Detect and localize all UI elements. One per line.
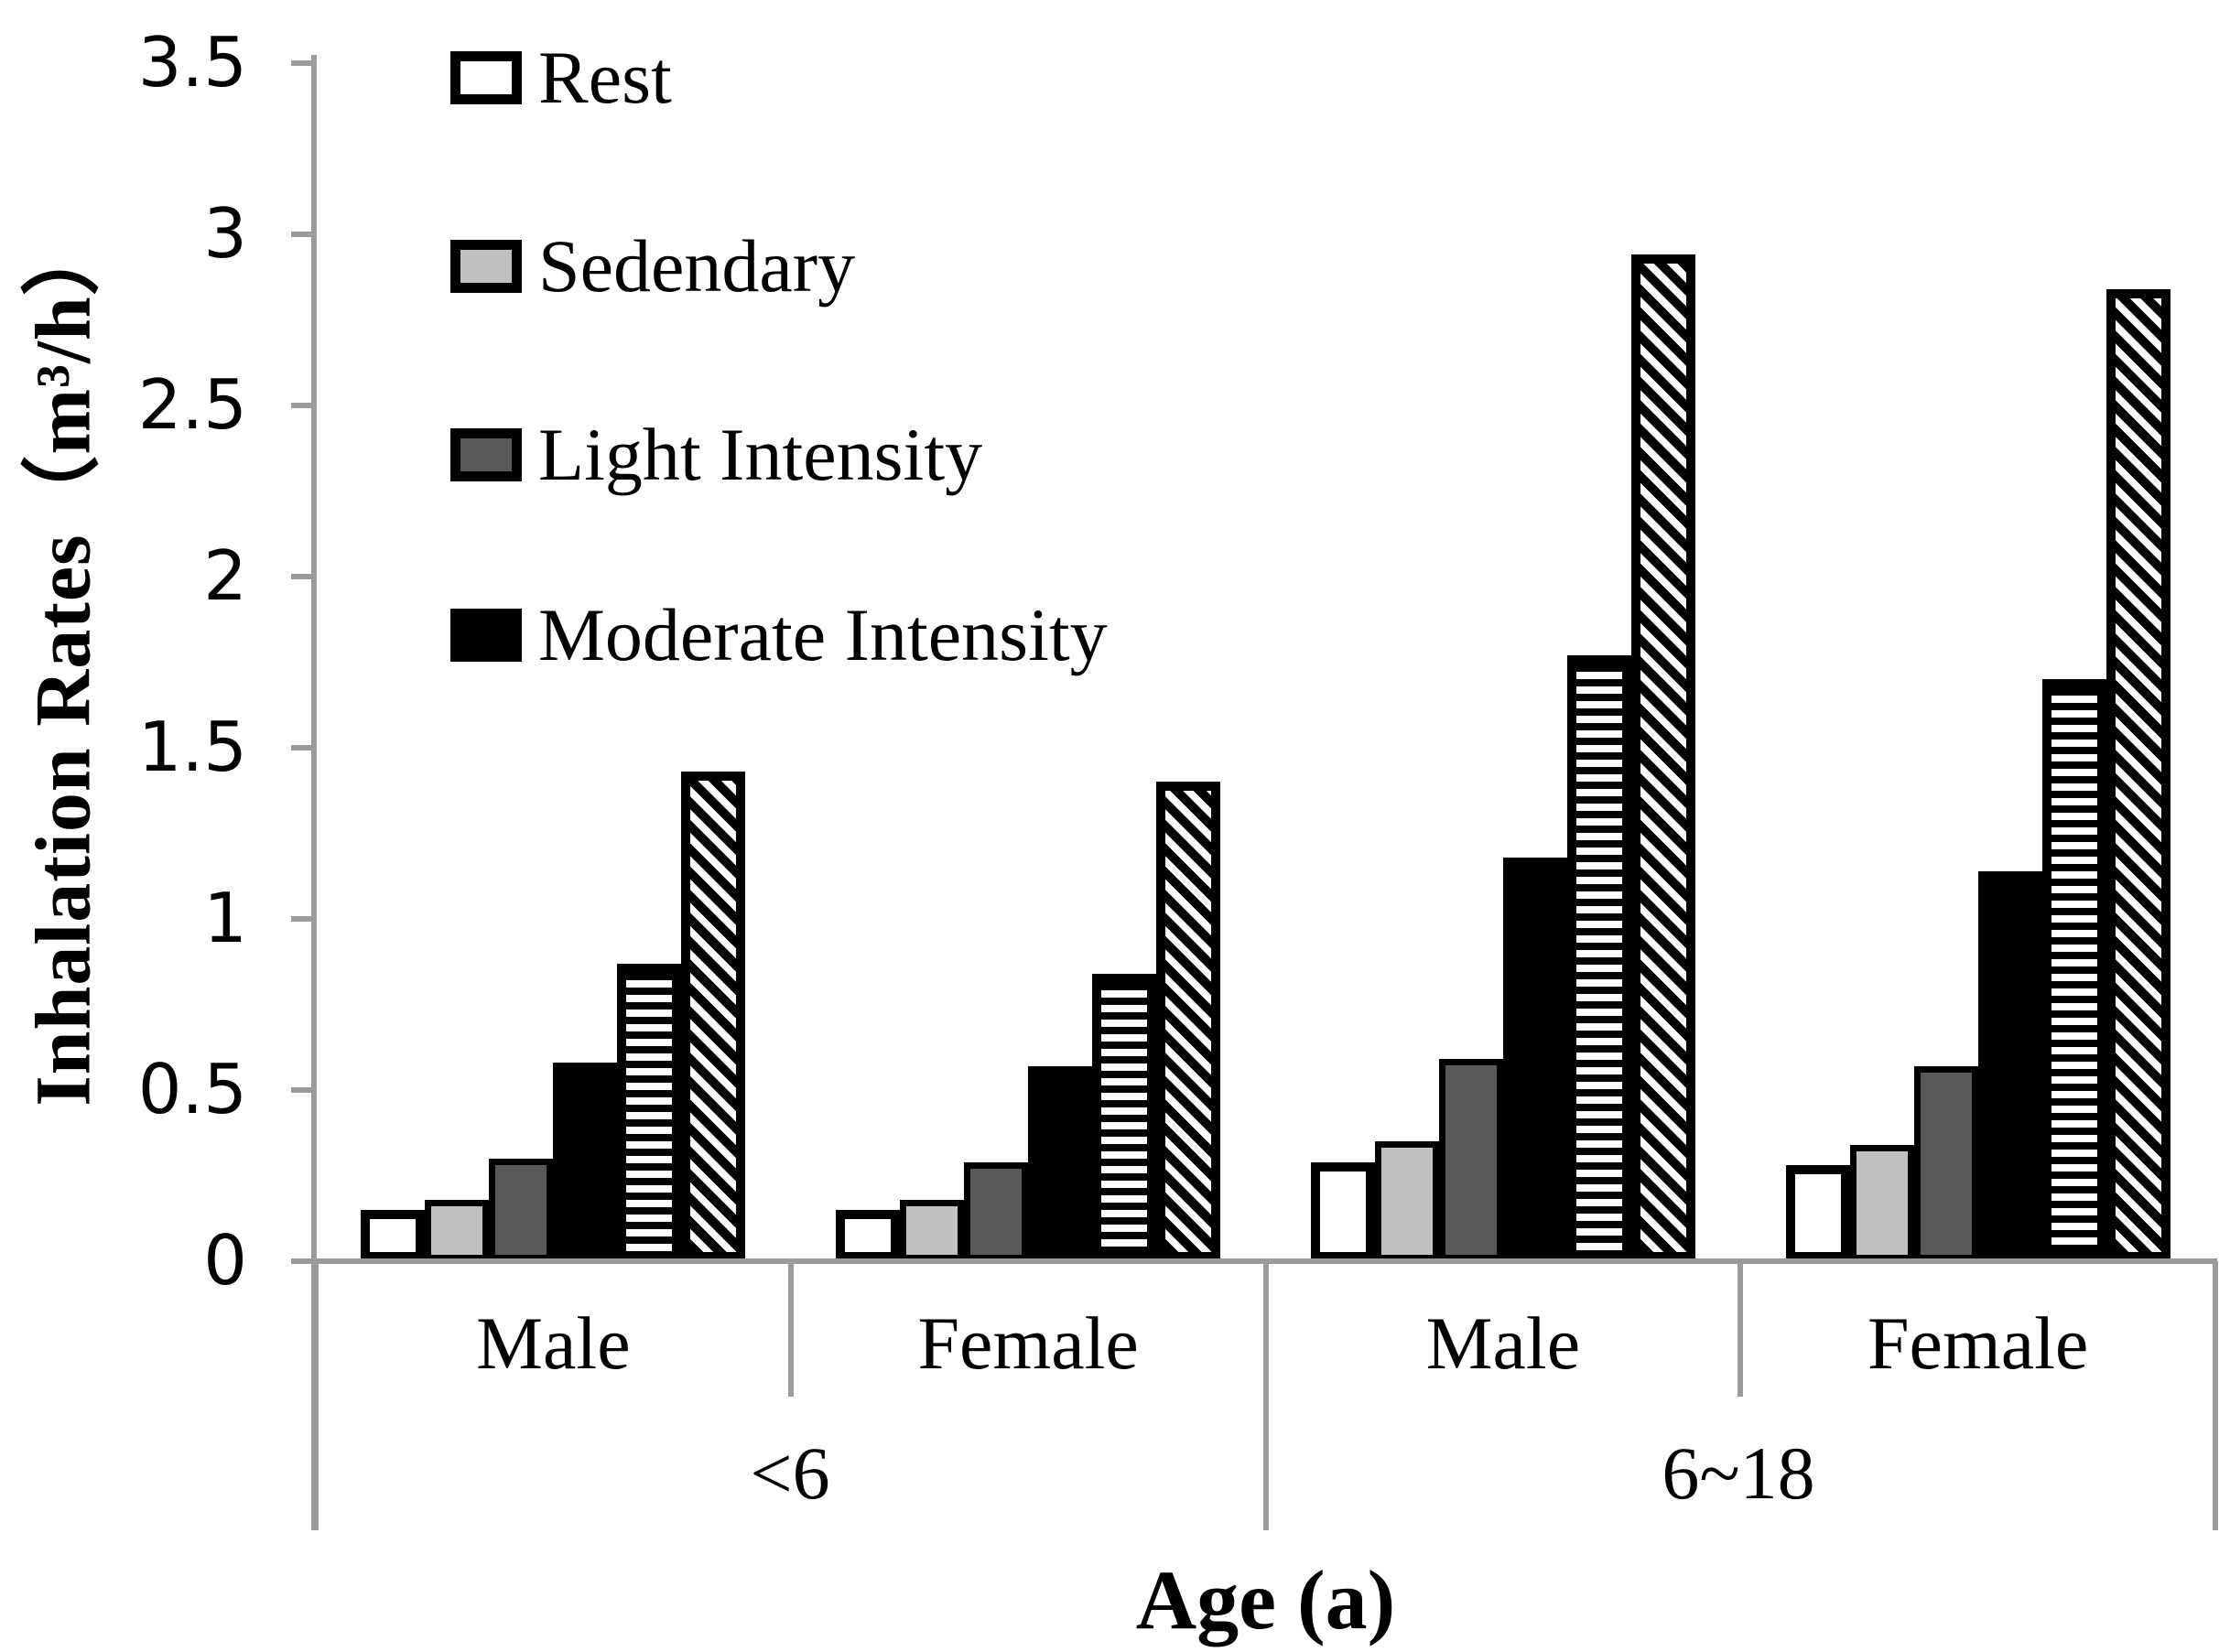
y-axis-line <box>311 55 317 1530</box>
age-group-label-under-6: <6 <box>750 1431 830 1515</box>
legend-swatch-icon <box>450 609 522 662</box>
x-category-separator <box>1262 1261 1269 1530</box>
bar <box>1914 1066 1978 1261</box>
legend-label: Light Intensity <box>538 413 983 496</box>
legend-swatch-icon <box>450 51 522 104</box>
legend-swatch-icon <box>450 428 522 481</box>
bar <box>1439 1059 1503 1261</box>
y-tick-label: 1.5 <box>137 707 247 787</box>
bar <box>1786 1165 1850 1261</box>
legend-item: Sedendary <box>450 216 855 317</box>
bar <box>1978 871 2042 1261</box>
x-category-separator <box>2213 1261 2218 1530</box>
legend-item: Rest <box>450 27 672 128</box>
x-axis-title: Age (a) <box>1135 1553 1396 1647</box>
bar <box>1375 1141 1439 1261</box>
legend-label: Sedendary <box>538 224 856 308</box>
y-tick-label: 2.5 <box>137 364 247 445</box>
bar <box>1631 254 1695 1261</box>
x-category-separator <box>1737 1261 1744 1397</box>
bar <box>2042 679 2106 1261</box>
bar <box>1092 974 1156 1261</box>
x-axis-baseline <box>311 1258 2217 1264</box>
x-category-separator <box>787 1261 794 1397</box>
y-tick-label: 3.5 <box>137 22 247 103</box>
bar <box>425 1200 489 1261</box>
bar <box>1503 858 1567 1261</box>
bar <box>1850 1145 1914 1261</box>
y-tick-label: 2 <box>203 535 247 616</box>
bar <box>1567 655 1631 1261</box>
y-tick-mark <box>291 232 317 237</box>
bar <box>1028 1066 1092 1261</box>
y-tick-mark <box>291 574 317 579</box>
legend-item: Light Intensity <box>450 405 982 505</box>
y-tick-mark <box>291 1087 317 1093</box>
legend-item: Moderate Intensity <box>450 585 1108 686</box>
age-group-label-6-18: 6~18 <box>1662 1431 1815 1515</box>
y-tick-mark <box>291 916 317 922</box>
bar <box>964 1162 1028 1261</box>
y-tick-mark <box>291 745 317 750</box>
y-tick-label: 1 <box>203 878 247 958</box>
sex-label: Female <box>1867 1301 2089 1385</box>
y-tick-mark <box>291 1258 317 1264</box>
bar <box>681 772 745 1261</box>
y-tick-label: 0 <box>203 1220 247 1301</box>
bar <box>553 1063 617 1261</box>
sex-label: Male <box>1425 1301 1581 1385</box>
legend-label: Rest <box>538 36 672 119</box>
bar <box>900 1200 964 1261</box>
bar <box>1311 1162 1375 1261</box>
y-tick-mark <box>291 60 317 66</box>
bar <box>1156 782 1220 1261</box>
bar <box>361 1210 425 1261</box>
y-tick-label: 3 <box>203 193 247 274</box>
y-tick-label: 0.5 <box>137 1049 247 1129</box>
sex-label: Female <box>917 1301 1139 1385</box>
legend-label: Moderate Intensity <box>538 593 1108 676</box>
bar <box>617 964 681 1261</box>
bar <box>489 1159 553 1261</box>
y-tick-mark <box>291 403 317 408</box>
bar <box>836 1210 900 1261</box>
legend-swatch-icon <box>450 240 522 293</box>
x-category-separator <box>313 1261 319 1530</box>
bar <box>2106 289 2170 1261</box>
sex-label: Male <box>476 1301 631 1385</box>
